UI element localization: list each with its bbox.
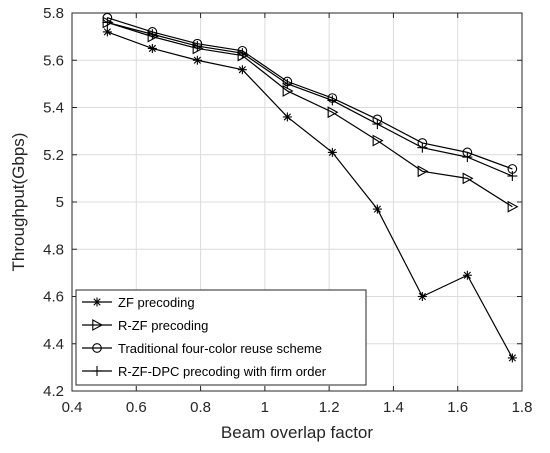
data-point	[147, 43, 157, 53]
x-tick-label: 0.8	[190, 399, 211, 416]
axis-ticks: 0.4 0.6 0.8 1 1.2 1.4 1.6 1.8 4.2 4.4 4.6 4.8 5 5.2 5.…	[43, 5, 532, 416]
x-tick-label: 0.6	[126, 399, 147, 416]
series-line	[107, 21, 513, 177]
y-tick-label: 4.8	[43, 241, 64, 258]
data-point	[102, 27, 112, 37]
legend-label: Traditional four-color reuse scheme	[118, 341, 322, 356]
y-tick-label: 5.6	[43, 52, 64, 69]
legend-box	[75, 289, 367, 386]
legend: ZF precoding R-ZF precoding Traditional fo…	[75, 289, 367, 386]
x-tick-label: 1.8	[512, 399, 533, 416]
legend-label: ZF precoding	[118, 295, 195, 310]
legend-item: R-ZF-DPC precoding with firm order	[82, 364, 327, 379]
data-point	[417, 292, 427, 301]
x-axis-label: Beam overlap factor	[221, 423, 373, 442]
legend-marker	[92, 297, 102, 307]
x-tick-label: 0.4	[62, 399, 83, 416]
data-point	[237, 48, 248, 59]
y-tick-label: 5	[56, 194, 64, 211]
y-tick-label: 4.4	[43, 336, 64, 353]
y-axis-label: Throughput(Gbps)	[9, 133, 28, 272]
series-line	[107, 31, 513, 359]
y-tick-label: 5.4	[43, 100, 64, 117]
series-layer	[102, 12, 519, 363]
legend-item: Traditional four-color reuse scheme	[82, 341, 322, 356]
data-point	[417, 142, 428, 153]
legend-label: R-ZF-DPC precoding with firm order	[118, 364, 327, 379]
y-tick-label: 5.2	[43, 147, 64, 164]
data-point	[282, 112, 292, 122]
data-point	[327, 95, 338, 106]
legend-marker	[92, 343, 102, 353]
y-tick-label: 4.2	[43, 383, 64, 400]
x-tick-label: 1.6	[447, 399, 468, 416]
data-point	[507, 200, 519, 213]
legend-marker	[92, 366, 102, 376]
y-tick-label: 5.8	[43, 5, 64, 22]
data-point	[372, 204, 382, 214]
data-point	[507, 171, 518, 182]
x-tick-label: 1.2	[319, 399, 340, 416]
data-point	[147, 29, 158, 40]
legend-item: R-ZF precoding	[82, 318, 208, 333]
legend-label: R-ZF precoding	[118, 318, 208, 333]
series-line	[107, 17, 513, 170]
data-point	[192, 55, 202, 65]
data-point	[192, 41, 203, 52]
data-point	[507, 353, 517, 363]
legend-item: ZF precoding	[82, 295, 195, 310]
data-point	[327, 147, 337, 157]
series-4	[102, 17, 518, 182]
data-point	[372, 119, 383, 130]
data-point	[462, 152, 473, 163]
data-point	[282, 78, 293, 89]
x-tick-label: 1	[261, 399, 269, 416]
data-point	[372, 134, 384, 147]
data-point	[327, 106, 339, 119]
data-point	[237, 65, 247, 75]
data-point	[462, 270, 472, 280]
legend-marker	[92, 319, 104, 331]
series-1	[102, 27, 517, 363]
x-tick-label: 1.4	[383, 399, 404, 416]
data-point	[462, 172, 474, 185]
series-line	[107, 21, 513, 208]
y-tick-label: 4.6	[43, 289, 64, 306]
data-point	[102, 17, 113, 28]
data-point	[417, 165, 429, 178]
